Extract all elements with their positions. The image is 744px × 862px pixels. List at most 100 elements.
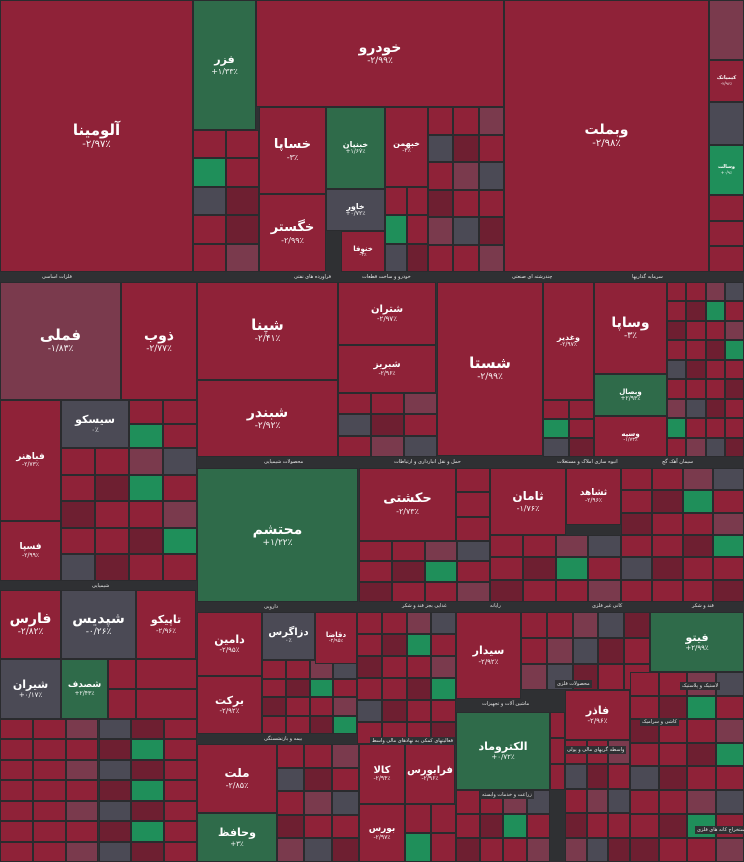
small-stock-tile[interactable]	[0, 759, 33, 781]
stock-tile[interactable]: دامین -۲/۹۵٪	[197, 612, 262, 676]
small-stock-tile[interactable]	[164, 800, 197, 822]
small-stock-tile[interactable]	[333, 715, 357, 734]
small-stock-tile[interactable]	[406, 187, 428, 216]
small-stock-tile[interactable]	[164, 739, 197, 760]
small-stock-tile[interactable]	[406, 678, 432, 700]
small-stock-tile[interactable]	[621, 579, 652, 602]
small-stock-tile[interactable]	[193, 158, 226, 187]
stock-tile[interactable]: خبنیان +۱/۶۷٪	[326, 107, 385, 189]
small-stock-tile[interactable]	[709, 102, 744, 145]
small-stock-tile[interactable]	[687, 719, 716, 743]
small-stock-tile[interactable]	[682, 557, 714, 580]
small-stock-tile[interactable]	[453, 244, 479, 272]
small-stock-tile[interactable]	[65, 800, 99, 822]
small-stock-tile[interactable]	[61, 501, 95, 528]
small-stock-tile[interactable]	[667, 340, 687, 360]
small-stock-tile[interactable]	[565, 764, 587, 789]
small-stock-tile[interactable]	[543, 400, 569, 419]
small-stock-tile[interactable]	[456, 814, 480, 838]
small-stock-tile[interactable]	[682, 579, 714, 602]
small-stock-tile[interactable]	[667, 437, 687, 457]
small-stock-tile[interactable]	[667, 398, 687, 419]
small-stock-tile[interactable]	[129, 474, 163, 502]
small-stock-tile[interactable]	[331, 767, 359, 792]
small-stock-tile[interactable]	[586, 788, 609, 814]
stock-tile[interactable]: شیران +۰/۱۷٪	[0, 659, 61, 719]
small-stock-tile[interactable]	[705, 359, 725, 380]
small-stock-tile[interactable]	[406, 634, 432, 656]
small-stock-tile[interactable]	[65, 780, 99, 801]
small-stock-tile[interactable]	[555, 535, 589, 558]
small-stock-tile[interactable]	[405, 804, 431, 833]
small-stock-tile[interactable]	[621, 490, 652, 513]
small-stock-tile[interactable]	[331, 744, 359, 768]
small-stock-tile[interactable]	[129, 501, 163, 528]
small-stock-tile[interactable]	[658, 814, 687, 838]
small-stock-tile[interactable]	[430, 833, 456, 862]
small-stock-tile[interactable]	[431, 678, 456, 700]
small-stock-tile[interactable]	[285, 715, 310, 734]
small-stock-tile[interactable]	[572, 638, 599, 664]
small-stock-tile[interactable]	[262, 715, 286, 734]
small-stock-tile[interactable]	[129, 424, 163, 448]
small-stock-tile[interactable]	[428, 107, 454, 135]
small-stock-tile[interactable]	[588, 535, 621, 558]
small-stock-tile[interactable]	[686, 301, 706, 321]
small-stock-tile[interactable]	[431, 634, 456, 656]
small-stock-tile[interactable]	[32, 739, 66, 760]
small-stock-tile[interactable]	[682, 468, 714, 491]
small-stock-tile[interactable]	[651, 557, 683, 580]
small-stock-tile[interactable]	[131, 739, 165, 760]
small-stock-tile[interactable]	[715, 766, 744, 790]
small-stock-tile[interactable]	[404, 414, 437, 436]
small-stock-tile[interactable]	[598, 664, 625, 690]
small-stock-tile[interactable]	[371, 435, 404, 457]
small-stock-tile[interactable]	[705, 418, 725, 438]
small-stock-tile[interactable]	[98, 841, 132, 862]
small-stock-tile[interactable]	[193, 186, 226, 216]
stock-tile[interactable]: الکتروماد +۰/۷۲٪	[456, 712, 550, 790]
small-stock-tile[interactable]	[608, 764, 630, 789]
small-stock-tile[interactable]	[724, 320, 744, 341]
small-stock-tile[interactable]	[651, 490, 683, 513]
small-stock-tile[interactable]	[478, 244, 504, 272]
small-stock-tile[interactable]	[651, 579, 683, 602]
stock-tile[interactable]: شپنا -۲/۴۱٪	[197, 282, 338, 380]
small-stock-tile[interactable]	[406, 243, 428, 272]
small-stock-tile[interactable]	[521, 664, 547, 690]
small-stock-tile[interactable]	[565, 837, 587, 862]
small-stock-tile[interactable]	[715, 742, 744, 767]
stock-tile[interactable]: فزر +۱/۳۳٪	[193, 0, 256, 130]
stock-tile[interactable]: فاذر -۲/۹۶٪	[565, 690, 630, 740]
stock-tile[interactable]: تاپیکو -۲/۹۶٪	[136, 590, 196, 659]
stock-tile[interactable]: خودرو -۲/۹۹٪	[256, 0, 504, 107]
small-stock-tile[interactable]	[456, 468, 490, 493]
small-stock-tile[interactable]	[163, 448, 197, 475]
small-stock-tile[interactable]	[624, 612, 650, 638]
small-stock-tile[interactable]	[686, 398, 706, 419]
small-stock-tile[interactable]	[331, 838, 359, 862]
small-stock-tile[interactable]	[667, 301, 687, 321]
small-stock-tile[interactable]	[630, 838, 659, 862]
small-stock-tile[interactable]	[262, 678, 286, 697]
small-stock-tile[interactable]	[136, 689, 197, 719]
small-stock-tile[interactable]	[456, 790, 480, 814]
small-stock-tile[interactable]	[262, 697, 286, 716]
small-stock-tile[interactable]	[129, 448, 163, 475]
small-stock-tile[interactable]	[715, 695, 744, 720]
small-stock-tile[interactable]	[709, 195, 744, 221]
small-stock-tile[interactable]	[667, 282, 687, 302]
small-stock-tile[interactable]	[338, 414, 371, 436]
stock-tile[interactable]: فملی -۱/۸۳٪	[0, 282, 121, 400]
small-stock-tile[interactable]	[686, 359, 706, 380]
small-stock-tile[interactable]	[424, 581, 458, 602]
small-stock-tile[interactable]	[385, 215, 407, 244]
small-stock-tile[interactable]	[357, 656, 382, 678]
small-stock-tile[interactable]	[621, 557, 652, 580]
small-stock-tile[interactable]	[98, 759, 132, 781]
stock-tile[interactable]: بورس -۲/۹۷٪	[359, 804, 405, 862]
small-stock-tile[interactable]	[453, 134, 479, 162]
small-stock-tile[interactable]	[385, 243, 407, 272]
small-stock-tile[interactable]	[381, 678, 407, 700]
small-stock-tile[interactable]	[428, 162, 454, 190]
